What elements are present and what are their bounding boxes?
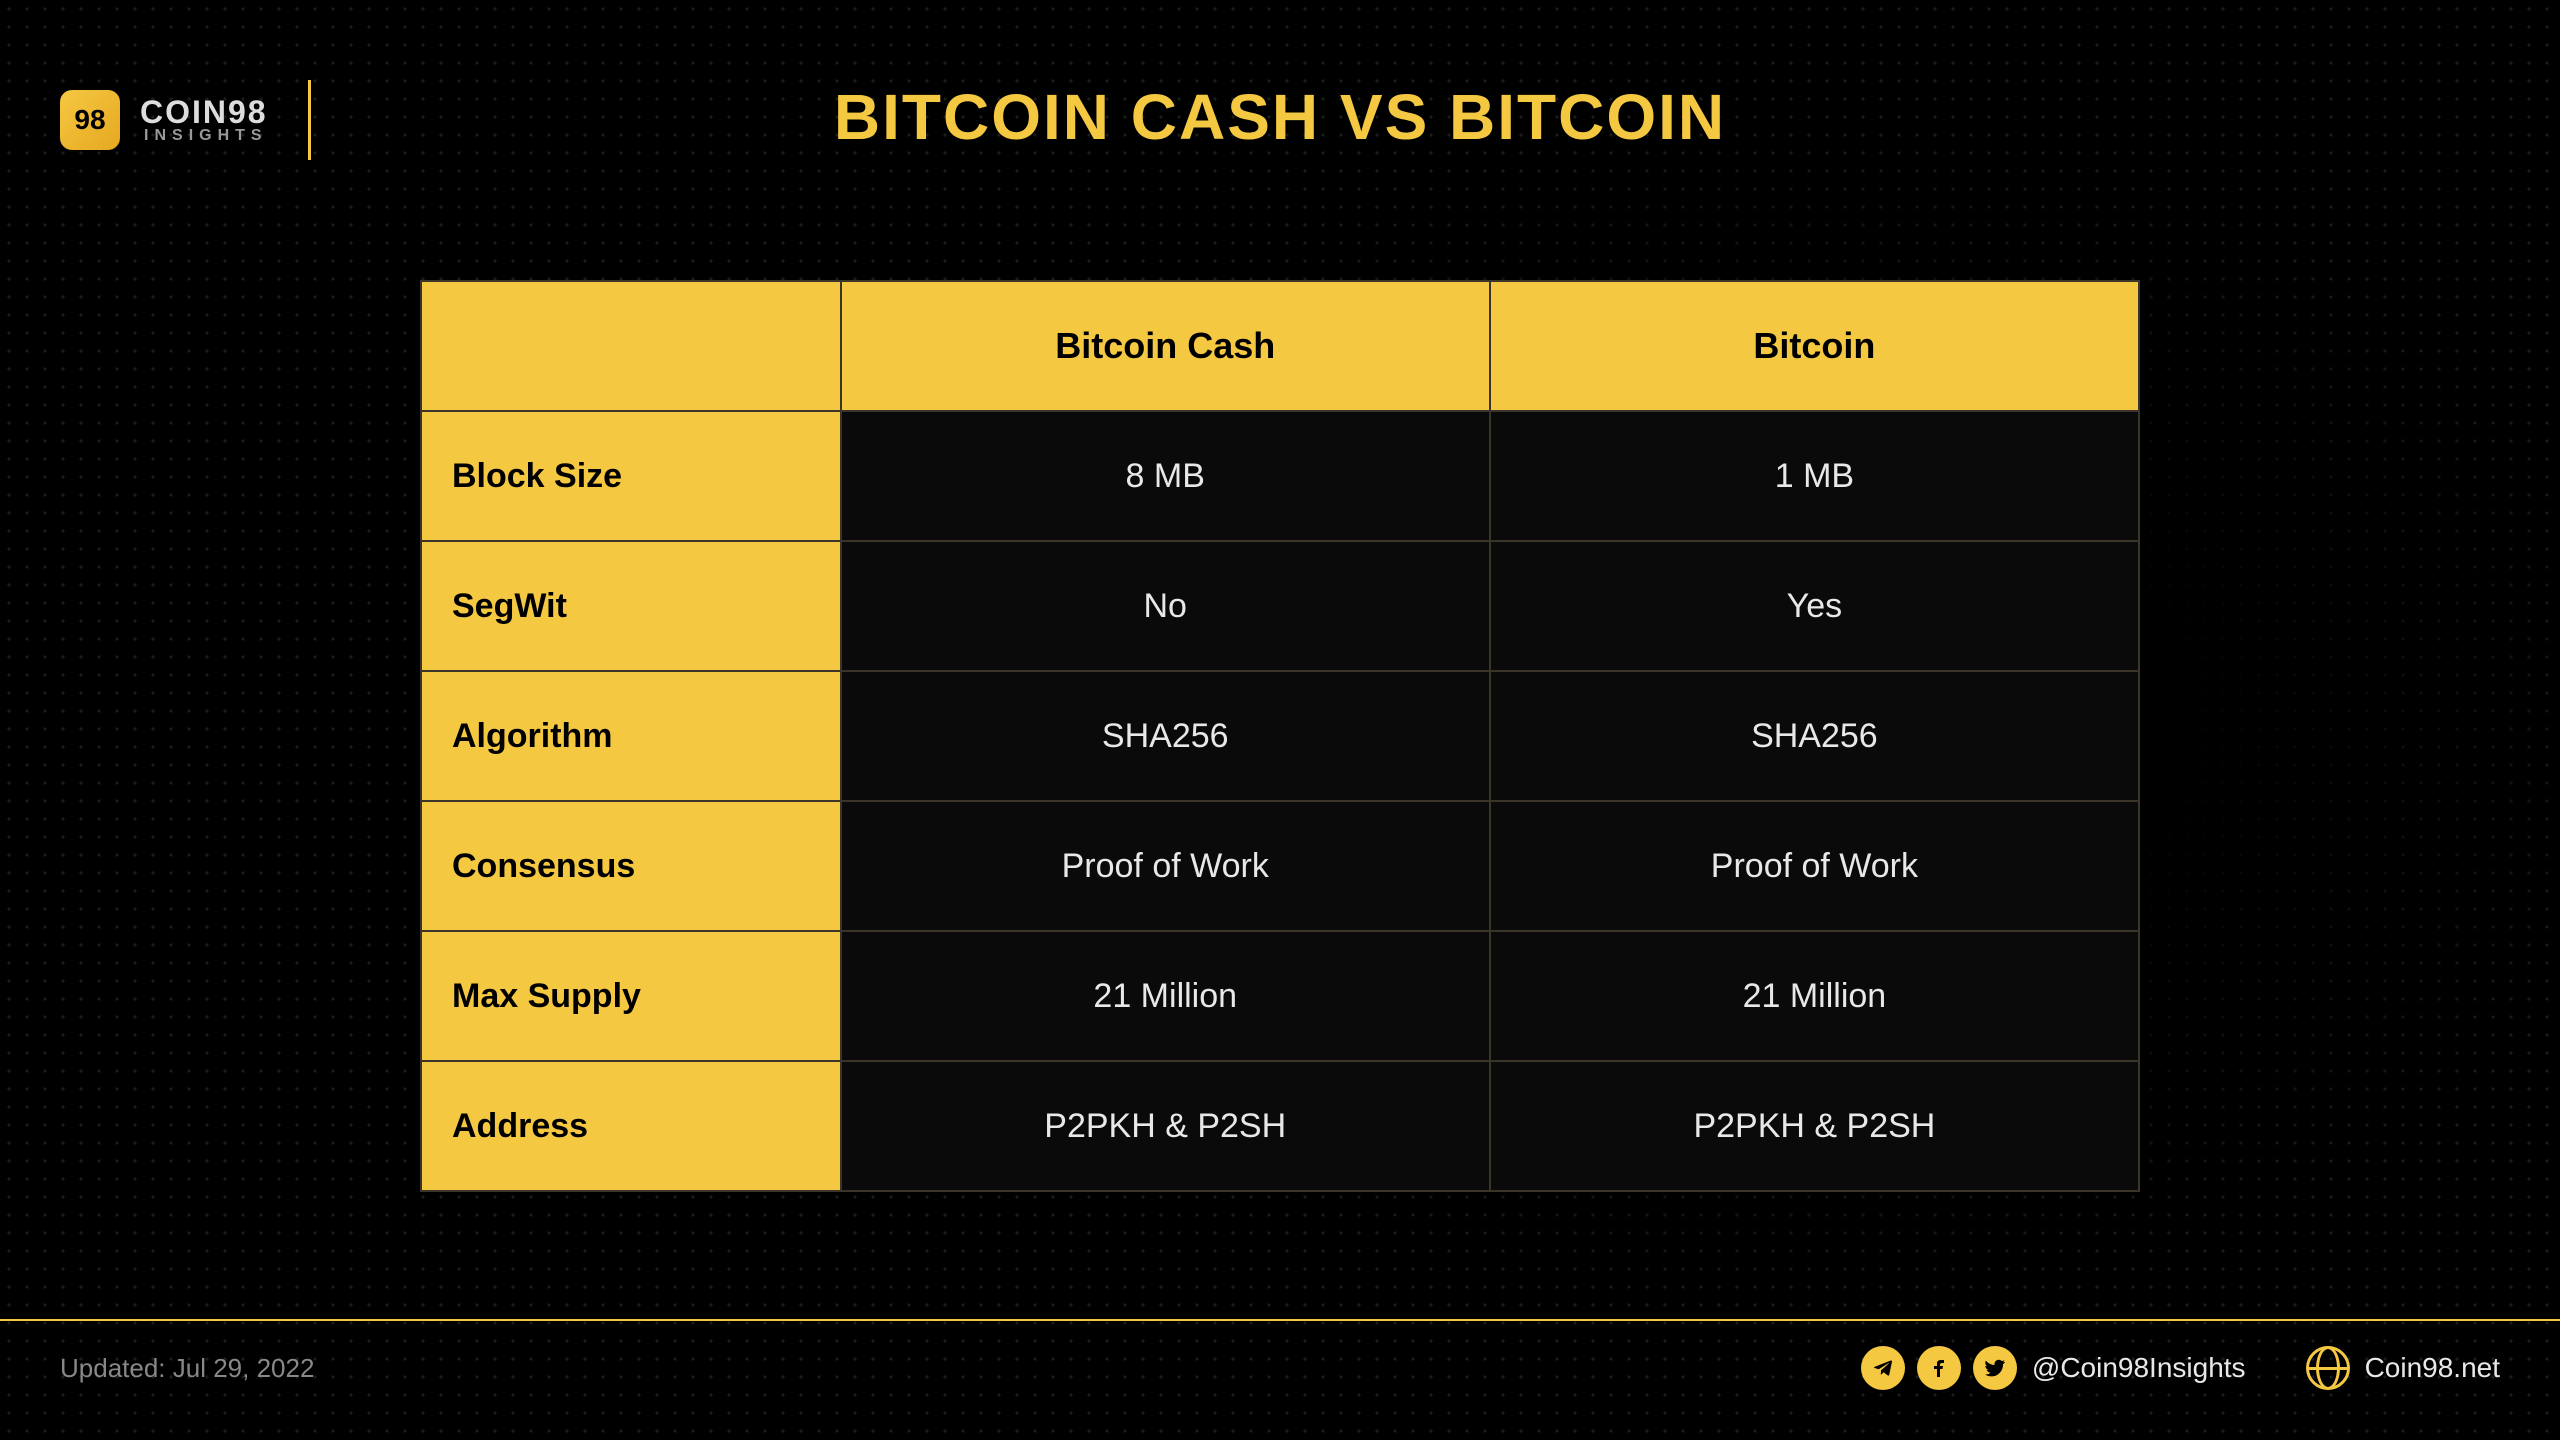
brand-name: COIN98	[140, 96, 268, 128]
telegram-icon	[1861, 1346, 1905, 1390]
updated-date: Updated: Jul 29, 2022	[60, 1353, 314, 1384]
cell-bch: SHA256	[841, 671, 1490, 801]
header-divider	[308, 80, 311, 160]
row-label: Consensus	[421, 801, 841, 931]
globe-icon	[2306, 1346, 2350, 1390]
row-label: Block Size	[421, 411, 841, 541]
page-title: BITCOIN CASH VS BITCOIN	[834, 80, 1726, 154]
table-header-btc: Bitcoin	[1490, 281, 2139, 411]
cell-btc: 21 Million	[1490, 931, 2139, 1061]
table-row: SegWit No Yes	[421, 541, 2139, 671]
brand-subtitle: INSIGHTS	[140, 128, 268, 144]
header: 98 COIN98 INSIGHTS	[60, 80, 311, 160]
table-row: Address P2PKH & P2SH P2PKH & P2SH	[421, 1061, 2139, 1191]
social-icons	[1861, 1346, 2017, 1390]
cell-bch: 8 MB	[841, 411, 1490, 541]
website-group: Coin98.net	[2306, 1346, 2500, 1390]
logo-text: COIN98 INSIGHTS	[140, 96, 268, 144]
comparison-table: Bitcoin Cash Bitcoin Block Size 8 MB 1 M…	[420, 280, 2140, 1192]
social-handle: @Coin98Insights	[2032, 1352, 2246, 1384]
logo-badge: 98	[60, 90, 120, 150]
facebook-icon	[1917, 1346, 1961, 1390]
cell-btc: P2PKH & P2SH	[1490, 1061, 2139, 1191]
table-header-row: Bitcoin Cash Bitcoin	[421, 281, 2139, 411]
table-row: Consensus Proof of Work Proof of Work	[421, 801, 2139, 931]
cell-btc: 1 MB	[1490, 411, 2139, 541]
twitter-icon	[1973, 1346, 2017, 1390]
cell-bch: 21 Million	[841, 931, 1490, 1061]
website-url: Coin98.net	[2365, 1352, 2500, 1384]
footer: Updated: Jul 29, 2022 @Coin98Insights Co…	[0, 1319, 2560, 1390]
cell-btc: Proof of Work	[1490, 801, 2139, 931]
cell-bch: No	[841, 541, 1490, 671]
cell-btc: SHA256	[1490, 671, 2139, 801]
row-label: SegWit	[421, 541, 841, 671]
table-row: Algorithm SHA256 SHA256	[421, 671, 2139, 801]
social-group: @Coin98Insights	[1861, 1346, 2246, 1390]
cell-btc: Yes	[1490, 541, 2139, 671]
table-header-empty	[421, 281, 841, 411]
row-label: Address	[421, 1061, 841, 1191]
row-label: Max Supply	[421, 931, 841, 1061]
cell-bch: P2PKH & P2SH	[841, 1061, 1490, 1191]
table-row: Max Supply 21 Million 21 Million	[421, 931, 2139, 1061]
row-label: Algorithm	[421, 671, 841, 801]
cell-bch: Proof of Work	[841, 801, 1490, 931]
footer-right: @Coin98Insights Coin98.net	[1861, 1346, 2500, 1390]
table-header-bch: Bitcoin Cash	[841, 281, 1490, 411]
table-row: Block Size 8 MB 1 MB	[421, 411, 2139, 541]
